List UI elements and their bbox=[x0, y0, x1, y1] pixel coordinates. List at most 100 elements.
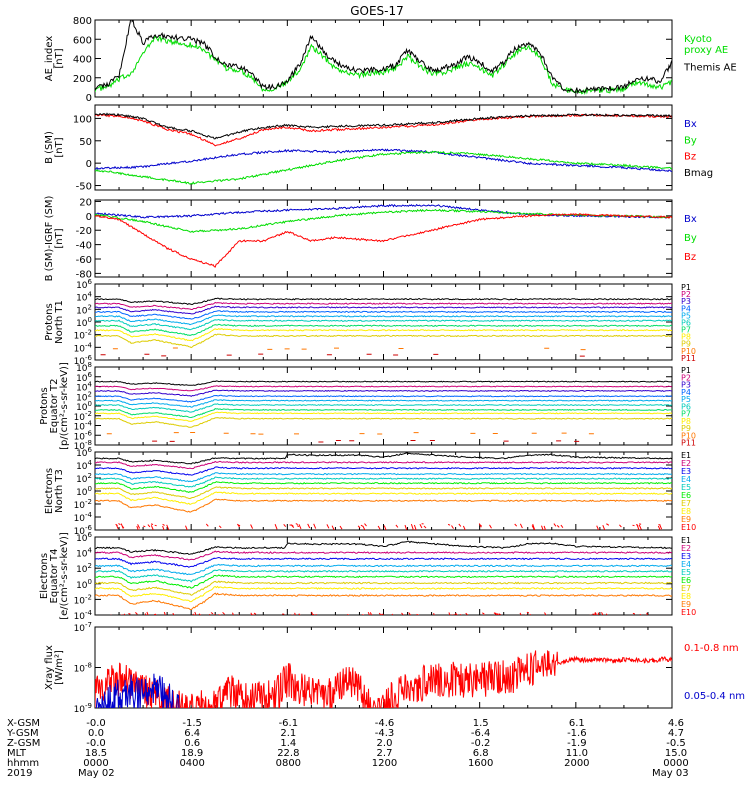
eequator-ytick-label: 10-2 bbox=[74, 593, 92, 606]
xray-tick-base: 10 bbox=[74, 665, 86, 675]
eequator-legend-e9: E9 bbox=[681, 600, 691, 609]
enorth-legend-e9: E9 bbox=[681, 515, 691, 524]
pnorth-tick-base: 10 bbox=[76, 294, 88, 304]
pequator-tick-exp: -4 bbox=[85, 420, 93, 428]
pnorth-legend-p6: P6 bbox=[681, 318, 691, 327]
pnorth-series-p7 bbox=[95, 323, 672, 337]
xray-tick-exp: -7 bbox=[85, 621, 92, 629]
pnorth-legend-p1: P1 bbox=[681, 283, 691, 292]
pequator-ytick-label: 10-6 bbox=[74, 429, 93, 442]
axis-cell: 4.7 bbox=[668, 728, 684, 739]
axis-cell: -0.5 bbox=[666, 738, 686, 749]
axis-cell: 1.5 bbox=[473, 718, 489, 729]
enorth-legend-e3: E3 bbox=[681, 467, 691, 476]
axis-cell: -1.6 bbox=[567, 728, 587, 739]
eequator-series-e2 bbox=[95, 550, 672, 561]
pnorth-series-p10 bbox=[112, 347, 586, 351]
pequator-tick-base: 10 bbox=[74, 413, 86, 423]
xray-ytick-label: 10-7 bbox=[74, 621, 92, 634]
pnorth-legend-p3: P3 bbox=[681, 297, 691, 306]
eequator-ytick-label: 102 bbox=[76, 562, 92, 575]
eequator-tick-base: 10 bbox=[74, 612, 86, 622]
eequator-legend-e7: E7 bbox=[681, 584, 691, 593]
pequator-tick-base: 10 bbox=[76, 374, 88, 384]
pequator-tick-exp: 8 bbox=[88, 361, 92, 369]
pnorth-series-p5 bbox=[95, 314, 672, 326]
eequator-tick-exp: 2 bbox=[88, 562, 92, 570]
enorth-tick-base: 10 bbox=[76, 475, 88, 485]
pnorth-tick-base: 10 bbox=[74, 332, 86, 342]
pnorth-legend-p2: P2 bbox=[681, 290, 691, 299]
bsm-series-bx bbox=[95, 148, 672, 173]
enorth-tick-exp: 6 bbox=[88, 446, 93, 454]
pequator-series-p9 bbox=[95, 417, 672, 428]
enorth-tick-base: 10 bbox=[76, 488, 88, 498]
pequator-series-p10 bbox=[106, 432, 594, 435]
pequator-tick-base: 10 bbox=[76, 364, 88, 374]
enorth-tick-exp: -6 bbox=[85, 524, 93, 532]
pnorth-tick-exp: -4 bbox=[85, 341, 93, 349]
pnorth-frame bbox=[94, 283, 673, 361]
pnorth-series-p11 bbox=[100, 353, 585, 357]
enorth-series-e9 bbox=[95, 498, 672, 513]
eequator-series-e3 bbox=[95, 556, 672, 568]
panel-bigrf: -80 -60 -40 -20 0 20 B (SM)-IGRF (SM) [nT] Bx By B… bbox=[44, 196, 697, 282]
pequator-legend-p4: P4 bbox=[681, 388, 691, 397]
bigrf-ytick-label: -80 bbox=[76, 269, 92, 280]
pnorth-tick-base: 10 bbox=[76, 281, 88, 291]
axis-cell: 2.1 bbox=[280, 728, 296, 739]
enorth-series-e3 bbox=[95, 466, 672, 476]
pequator-tick-exp: -2 bbox=[85, 410, 92, 418]
bsm-legend-by: By bbox=[684, 135, 697, 146]
pequator-tick-exp: 2 bbox=[88, 390, 92, 398]
enorth-tick-base: 10 bbox=[74, 527, 86, 537]
bigrf-ytick-label: -60 bbox=[76, 255, 92, 266]
xray-tick-base: 10 bbox=[74, 624, 86, 634]
pequator-ytick-label: 102 bbox=[76, 390, 92, 403]
pnorth-tick-base: 10 bbox=[74, 344, 86, 354]
axis-cell: 11.0 bbox=[566, 748, 588, 759]
pequator-ytick-label: 108 bbox=[76, 361, 92, 374]
axis-cell: May 02 bbox=[78, 768, 115, 779]
xray-series-long bbox=[95, 650, 672, 708]
pequator-series-p8 bbox=[95, 411, 672, 422]
enorth-legend-e2: E2 bbox=[681, 459, 691, 468]
pequator-legend-p10: P10 bbox=[681, 431, 696, 440]
axis-cell: 15.0 bbox=[665, 748, 687, 759]
eequator-series-e10 bbox=[110, 611, 648, 615]
figure-title: GOES-17 bbox=[350, 4, 404, 18]
axis-cell: -1.5 bbox=[182, 718, 202, 729]
pequator-series-p6 bbox=[95, 403, 672, 413]
axis-row-label: Z-GSM bbox=[7, 738, 40, 749]
eequator-tick-base: 10 bbox=[76, 565, 88, 575]
enorth-series-e6 bbox=[95, 481, 672, 493]
pnorth-legend-p9: P9 bbox=[681, 340, 691, 349]
bsm-ylabel-line: B (SM) bbox=[44, 131, 55, 164]
axis-cell: 6.8 bbox=[473, 748, 489, 759]
bsm-frame bbox=[94, 104, 673, 191]
axis-cell: 6.1 bbox=[569, 718, 585, 729]
eequator-ytick-label: 106 bbox=[76, 531, 92, 544]
pnorth-tick-exp: -2 bbox=[85, 329, 92, 337]
axis-cell: 1200 bbox=[372, 758, 397, 769]
bigrf-ytick-label: -20 bbox=[76, 226, 92, 237]
pequator-tick-base: 10 bbox=[74, 423, 86, 433]
bigrf-series-bz bbox=[95, 212, 672, 268]
ae-frame bbox=[94, 19, 673, 98]
xray-tick-base: 10 bbox=[74, 705, 86, 715]
pequator-series-p2 bbox=[95, 385, 672, 392]
bsm-ytick-label: 0 bbox=[86, 159, 92, 170]
bsm-ytick-label: 50 bbox=[79, 137, 92, 148]
bsm-ylabel-line: [nT] bbox=[54, 137, 65, 157]
axis-cell: 1600 bbox=[468, 758, 493, 769]
axis-row-label: 2019 bbox=[7, 768, 32, 779]
pequator-legend-p7: P7 bbox=[681, 410, 691, 419]
eequator-tick-base: 10 bbox=[76, 534, 88, 544]
pequator-ytick-label: 104 bbox=[76, 381, 92, 394]
pnorth-legend-p7: P7 bbox=[681, 326, 691, 335]
xray-tick-exp: -9 bbox=[85, 702, 92, 710]
enorth-series-e7 bbox=[95, 486, 672, 500]
bsm-series-bmag bbox=[95, 112, 672, 140]
